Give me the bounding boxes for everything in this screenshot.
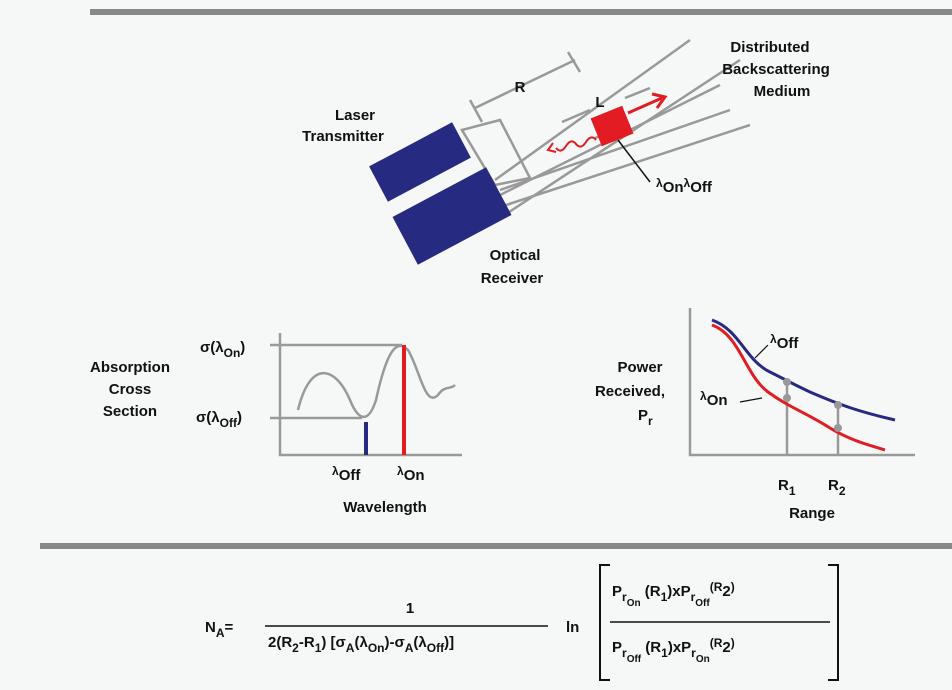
text-part: P	[612, 583, 622, 600]
text-part: )]	[444, 634, 454, 651]
text-part: Off	[220, 416, 238, 430]
text-part: 2(R	[268, 634, 292, 651]
numerator: 1	[406, 600, 414, 617]
text-part: On	[224, 346, 241, 360]
label: Range	[789, 505, 835, 522]
text-part: (R	[710, 636, 723, 650]
label: Receiver	[481, 270, 544, 287]
text-part: Off	[627, 654, 642, 665]
text-part: 2	[839, 484, 846, 498]
text-part: N	[205, 619, 216, 636]
label: Medium	[754, 83, 811, 100]
text-part: ) [σ	[321, 634, 345, 651]
text-part: )xP	[668, 639, 691, 656]
text-part: On	[663, 179, 684, 196]
text-part: Off	[339, 467, 362, 484]
label: Absorption	[90, 359, 170, 376]
text-part: Off	[427, 641, 445, 655]
text-part: )xP	[667, 583, 690, 600]
label: Transmitter	[302, 128, 384, 145]
label: Optical	[490, 247, 541, 264]
text-part: A	[346, 641, 355, 655]
label: R	[515, 79, 526, 96]
text-part: (λ	[354, 634, 368, 651]
text-part: On	[707, 392, 728, 409]
ln: ln	[566, 619, 579, 636]
label: Wavelength	[343, 499, 427, 516]
text-part: )	[237, 409, 242, 426]
text-part: R	[778, 477, 789, 494]
text-part: (R	[710, 580, 723, 594]
text-part: r	[648, 414, 653, 428]
label: Backscattering	[722, 61, 830, 78]
text-part: On	[404, 467, 425, 484]
text-part: (λ	[413, 634, 427, 651]
text-part: (R	[641, 639, 661, 656]
label: Received,	[595, 383, 665, 400]
label: L	[595, 94, 604, 111]
text-part: )-σ	[384, 634, 404, 651]
text-part: P	[612, 639, 622, 656]
text-part: )	[731, 636, 735, 650]
text-part: Off	[777, 335, 800, 352]
label: Power	[617, 359, 662, 376]
label: Cross	[109, 381, 152, 398]
text-part: Off	[690, 179, 713, 196]
label: Laser	[335, 107, 375, 124]
label: Section	[103, 403, 157, 420]
diagram: Distributed Backscattering Medium Laser …	[0, 0, 952, 690]
text-part: A	[216, 626, 225, 640]
text-part: )	[731, 580, 735, 594]
text-part: (R	[641, 583, 661, 600]
text-part: σ(λ	[196, 409, 220, 426]
text-part: Off	[695, 598, 710, 609]
text-part: On	[627, 598, 641, 609]
text-part: σ(λ	[200, 339, 224, 356]
text-part: R	[828, 477, 839, 494]
text-part: On	[368, 641, 385, 655]
text-part: P	[638, 407, 648, 424]
text-part: On	[696, 654, 710, 665]
text-part: 2	[722, 639, 730, 656]
page: Distributed Backscattering Medium Laser …	[0, 0, 952, 690]
text-part: 1	[789, 484, 796, 498]
text-part: =	[225, 619, 234, 636]
text-part: )	[240, 339, 245, 356]
text-part: 2	[722, 583, 730, 600]
background	[0, 0, 952, 690]
text-part: A	[405, 641, 414, 655]
label: Distributed	[730, 39, 809, 56]
text-part: -R	[299, 634, 315, 651]
